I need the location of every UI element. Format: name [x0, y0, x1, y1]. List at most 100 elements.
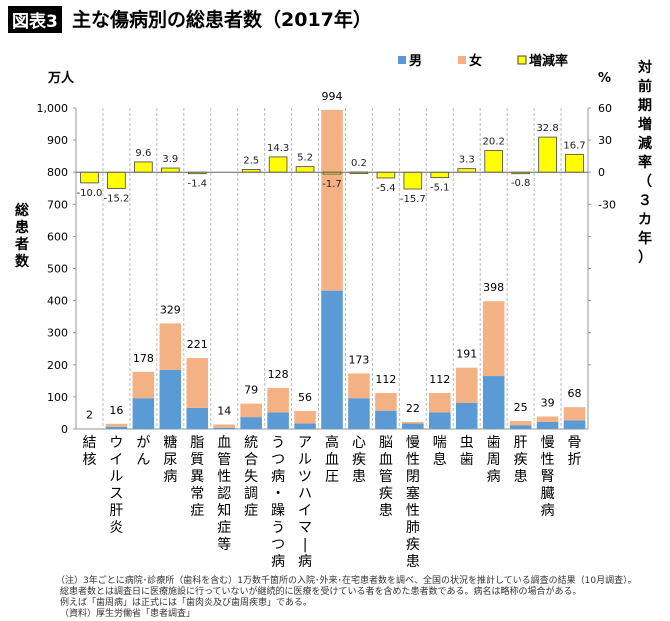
rate-label: 5.2: [297, 153, 313, 164]
bar-female: [429, 393, 451, 413]
category-label-char: イ: [109, 452, 123, 468]
category-label-char: ・: [271, 486, 285, 502]
category-label-char: う: [271, 520, 285, 536]
left-axis-label-char: 総: [15, 202, 29, 219]
category-label-char: 骨: [568, 435, 582, 451]
category-label-char: 歯: [460, 452, 474, 468]
total-label: 128: [268, 368, 289, 381]
category-label-char: ル: [298, 452, 312, 468]
total-label: 14: [217, 405, 231, 418]
bar-male: [267, 412, 289, 429]
left-tick-label: 1,000: [37, 102, 69, 115]
category-label-char: ア: [298, 435, 312, 451]
right-tick-label: 60: [598, 102, 612, 115]
category-label-char: 統: [244, 435, 258, 451]
category-label-char: つ: [271, 537, 285, 553]
bar-male: [213, 427, 235, 429]
legend-label: 女: [469, 53, 482, 69]
category-label-char: 症: [190, 503, 204, 519]
bar-female: [267, 387, 289, 413]
left-axis-unit: 万人: [47, 70, 75, 86]
left-axis-label-char: 患: [15, 219, 29, 236]
bar-male: [429, 412, 451, 429]
bar-male: [375, 410, 397, 429]
bar-rate: [484, 150, 503, 173]
left-tick-label: 0: [61, 423, 68, 436]
note-line: 総患者数とは調査日に医療施設に行っていないが継続的に医療を受けている者を含めた患…: [60, 587, 582, 597]
category-label-char: ス: [109, 486, 123, 502]
legend-label: 男: [409, 54, 422, 69]
bar-female: [213, 424, 235, 428]
bar-rate: [161, 167, 180, 173]
right-axis-label-char: カ: [638, 212, 652, 228]
total-label: 39: [541, 396, 555, 409]
category-label-char: 疾: [352, 452, 366, 468]
bar-male: [105, 426, 128, 429]
bar-rate: [457, 168, 477, 173]
category-label-char: 虫: [460, 435, 474, 451]
category-label-char: 病: [271, 554, 285, 570]
left-tick-label: 200: [47, 359, 68, 372]
rate-label: 16.7: [563, 140, 585, 151]
bar-female: [375, 393, 397, 411]
bar-female: [509, 420, 532, 426]
bar-rate: [403, 171, 423, 190]
category-label-char: ル: [109, 469, 123, 485]
category-label-char: 腎: [541, 469, 555, 485]
bar-rate: [538, 136, 557, 173]
bar-female: [132, 371, 155, 399]
note-line: 例えば「歯周病」は正式には「歯肉炎及び歯周疾患」である。: [60, 598, 312, 608]
category-label-char: 肝: [109, 503, 123, 519]
right-axis-label-char: ）: [638, 250, 652, 266]
right-axis-label-char: 期: [638, 98, 652, 114]
notes: （注）3年ごとに病院･診療所（歯科を含む）1万数千箇所の入院･外来･在宅患者数を…: [56, 576, 668, 620]
category-label-char: 折: [568, 452, 582, 468]
rate-label: -5.4: [376, 183, 396, 194]
rate-label: -5.1: [430, 183, 450, 194]
category-label-char: が: [136, 435, 150, 451]
rate-label: 32.8: [536, 123, 558, 134]
bar-female: [105, 423, 128, 427]
bar-rate: [80, 171, 99, 184]
category-label-char: 患: [352, 469, 366, 485]
bar-male: [321, 290, 343, 429]
category-label-char: 肺: [406, 520, 420, 536]
total-label: 56: [298, 391, 312, 404]
category-label-char: 塞: [406, 485, 420, 502]
legend-swatch: [517, 55, 527, 65]
category-label-char: 核: [82, 452, 96, 468]
category-label-char: 脂: [190, 435, 204, 451]
bar-male: [240, 417, 262, 429]
category-label-char: ハ: [298, 486, 312, 502]
category-label-char: う: [271, 435, 285, 451]
category-label-char: 病: [298, 554, 312, 570]
total-label: 173: [348, 353, 369, 366]
bar-male: [563, 420, 586, 429]
category-label-char: 管: [379, 469, 393, 485]
bar-rate: [134, 161, 153, 173]
total-label: 16: [109, 404, 123, 417]
rate-label: -1.4: [188, 179, 208, 190]
right-axis-label-char: ３: [638, 193, 652, 209]
total-label: 178: [133, 352, 154, 365]
category-label-char: 患: [379, 503, 393, 519]
total-label: 2: [86, 408, 93, 421]
total-label: 191: [456, 348, 477, 361]
right-axis-label-char: 年: [638, 230, 652, 247]
category-label-char: 心: [352, 435, 366, 451]
bar-female: [321, 109, 343, 291]
left-tick-label: 800: [47, 166, 68, 179]
category-label-char: 結: [82, 435, 96, 451]
bar-male: [294, 423, 316, 429]
category-label-char: 異: [190, 469, 204, 485]
bar-male: [132, 398, 155, 429]
bar-female: [482, 301, 505, 377]
left-tick-label: 900: [47, 134, 68, 147]
category-label-char: 血: [217, 435, 231, 451]
bar-male: [536, 421, 559, 429]
bar-female: [186, 358, 209, 408]
category-label-char: 炎: [109, 520, 123, 536]
bar-female: [240, 403, 262, 418]
